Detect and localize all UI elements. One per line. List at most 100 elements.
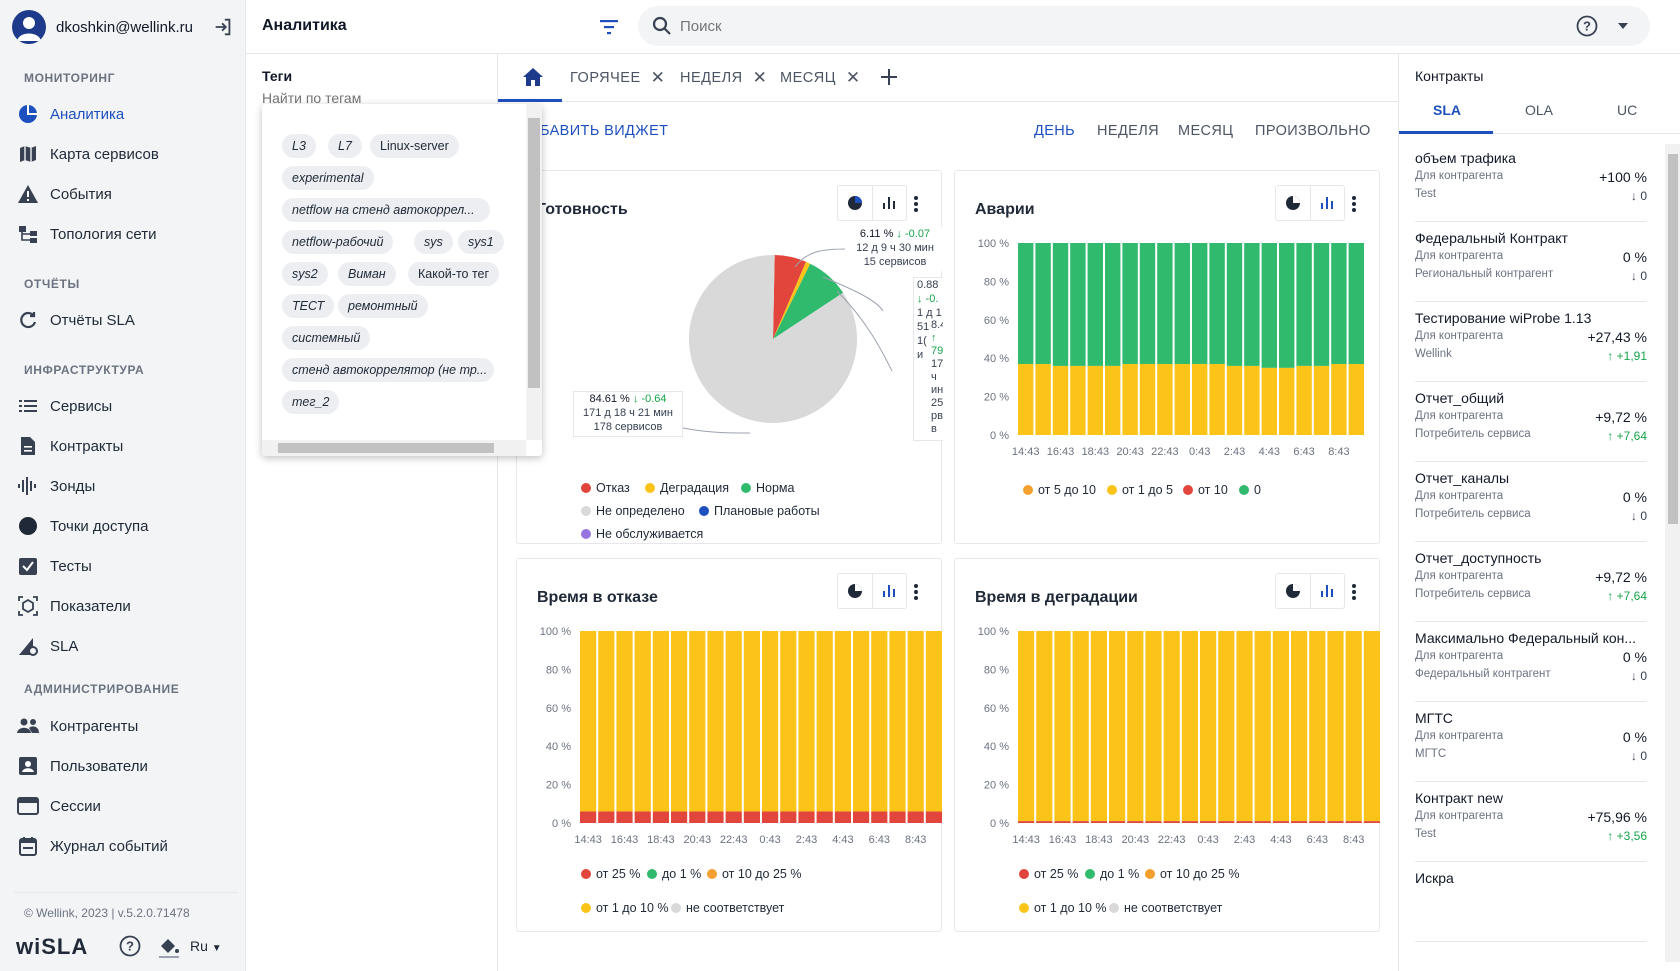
bar-segment[interactable] xyxy=(1127,631,1144,822)
tag-chip[interactable]: L3 xyxy=(282,134,316,158)
legend-item[interactable]: Деградация xyxy=(645,481,729,495)
bar-segment[interactable] xyxy=(1331,363,1347,435)
bar-segment[interactable] xyxy=(780,631,797,812)
bar-segment[interactable] xyxy=(798,811,815,823)
legend-item[interactable]: 0 xyxy=(1239,483,1261,497)
tag-chip[interactable]: ТЕСТ xyxy=(282,294,335,318)
sidebar-item-service-map[interactable]: Карта сервисов xyxy=(16,140,236,168)
period-month-button[interactable]: МЕСЯЦ xyxy=(1178,123,1234,139)
legend-item[interactable]: от 5 до 10 xyxy=(1023,483,1096,497)
bar-segment[interactable] xyxy=(1157,243,1173,364)
bar-segment[interactable] xyxy=(1145,821,1162,823)
bar-segment[interactable] xyxy=(1309,821,1326,823)
tab-sla[interactable]: SLA xyxy=(1433,102,1461,118)
tag-chip[interactable]: netflow-рабочий xyxy=(282,230,394,254)
bar-segment[interactable] xyxy=(1291,821,1308,823)
contract-row[interactable]: Отчет_каналы Для контрагента Потребитель с… xyxy=(1415,464,1647,542)
bar-segment[interactable] xyxy=(1174,243,1190,364)
contract-row[interactable]: МГТС Для контрагента МГТС 0 % ↓ 0 xyxy=(1415,704,1647,782)
scrollbar-thumb[interactable] xyxy=(278,443,494,453)
sidebar-item-metrics[interactable]: Показатели xyxy=(16,592,236,620)
search-input[interactable] xyxy=(680,14,1500,38)
period-week-button[interactable]: НЕДЕЛЯ xyxy=(1097,123,1160,139)
bar-segment[interactable] xyxy=(889,811,906,823)
contract-row[interactable]: Отчет_общий Для контрагента Потребитель се… xyxy=(1415,384,1647,462)
bar-segment[interactable] xyxy=(707,631,724,812)
logout-icon[interactable] xyxy=(212,16,234,38)
sidebar-item-events[interactable]: События xyxy=(16,180,236,208)
tag-chip[interactable]: тег_2 xyxy=(282,390,340,414)
bar-segment[interactable] xyxy=(853,811,870,823)
home-icon[interactable] xyxy=(522,66,544,88)
legend-item[interactable]: от 10 до 25 % xyxy=(1145,867,1239,881)
bar-segment[interactable] xyxy=(1018,821,1035,823)
legend-item[interactable]: Плановые работы xyxy=(699,504,820,518)
legend-item[interactable]: от 1 до 10 % xyxy=(1019,901,1107,915)
filter-icon[interactable] xyxy=(598,17,620,37)
bar-segment[interactable] xyxy=(816,631,833,812)
bar-segment[interactable] xyxy=(725,811,742,823)
bar-segment[interactable] xyxy=(780,811,797,823)
bar-segment[interactable] xyxy=(580,811,597,823)
bar-segment[interactable] xyxy=(1261,243,1277,368)
add-tab-icon[interactable] xyxy=(879,67,899,87)
bar-segment[interactable] xyxy=(871,811,888,823)
bar-chart-icon[interactable] xyxy=(873,186,907,220)
bar-segment[interactable] xyxy=(1127,821,1144,823)
bar-segment[interactable] xyxy=(1054,631,1071,822)
close-icon[interactable]: ✕ xyxy=(650,68,666,87)
tab-uc[interactable]: UC xyxy=(1617,102,1638,118)
pie-chart-icon[interactable] xyxy=(838,574,873,608)
bar-segment[interactable] xyxy=(834,811,851,823)
sidebar-item-access-points[interactable]: Точки доступа xyxy=(16,512,236,540)
bar-segment[interactable] xyxy=(1209,363,1225,435)
bar-segment[interactable] xyxy=(1309,631,1326,822)
bar-segment[interactable] xyxy=(1105,243,1121,366)
bar-segment[interactable] xyxy=(1070,243,1086,366)
vertical-scrollbar[interactable] xyxy=(526,104,542,440)
bar-segment[interactable] xyxy=(1218,821,1235,823)
contract-row[interactable]: Искра xyxy=(1415,864,1647,942)
period-day-button[interactable]: ДЕНЬ xyxy=(1034,123,1076,139)
bar-segment[interactable] xyxy=(1363,631,1380,822)
bar-segment[interactable] xyxy=(1018,363,1034,435)
bar-segment[interactable] xyxy=(762,811,779,823)
bar-segment[interactable] xyxy=(1218,631,1235,822)
more-vert-icon[interactable] xyxy=(913,195,919,213)
bar-segment[interactable] xyxy=(1109,821,1126,823)
tab-ola[interactable]: OLA xyxy=(1525,102,1554,118)
tab-week[interactable]: НЕДЕЛЯ ✕ xyxy=(680,68,767,88)
legend-item[interactable]: Отказ xyxy=(581,481,630,495)
bar-segment[interactable] xyxy=(925,631,942,812)
bar-segment[interactable] xyxy=(1254,631,1271,822)
contract-row[interactable]: Отчет_доступность Для контрагента Потребит… xyxy=(1415,544,1647,622)
help-icon[interactable]: ? xyxy=(119,935,141,957)
bar-segment[interactable] xyxy=(743,811,760,823)
bar-segment[interactable] xyxy=(689,811,706,823)
bar-segment[interactable] xyxy=(1296,243,1312,366)
contract-row[interactable]: Максимально Федеральный кон... Для контра… xyxy=(1415,624,1647,702)
bar-chart-icon[interactable] xyxy=(1311,574,1345,608)
bar-segment[interactable] xyxy=(1313,365,1330,435)
bar-segment[interactable] xyxy=(907,631,924,812)
bar-segment[interactable] xyxy=(1145,631,1162,822)
bar-segment[interactable] xyxy=(1122,363,1138,435)
bar-segment[interactable] xyxy=(1072,821,1089,823)
contract-row[interactable]: Тестирование wiProbe 1.13 Для контрагента… xyxy=(1415,304,1647,382)
pie-chart-icon[interactable] xyxy=(1276,186,1311,220)
legend-item[interactable]: до 1 % xyxy=(1085,867,1139,881)
bar-segment[interactable] xyxy=(816,811,833,823)
contract-row[interactable]: объем трафика Для контрагента Test +100 % ↓ … xyxy=(1415,144,1647,222)
bar-segment[interactable] xyxy=(1036,631,1053,822)
bar-segment[interactable] xyxy=(725,631,742,812)
bar-segment[interactable] xyxy=(1090,631,1107,822)
sidebar-item-sla[interactable]: SLA xyxy=(16,632,236,660)
more-vert-icon[interactable] xyxy=(1351,583,1357,601)
bar-segment[interactable] xyxy=(671,811,688,823)
tag-chip[interactable]: experimental xyxy=(282,166,374,190)
bar-segment[interactable] xyxy=(598,631,615,812)
bar-segment[interactable] xyxy=(1200,821,1217,823)
bar-segment[interactable] xyxy=(1181,821,1198,823)
bar-segment[interactable] xyxy=(1345,821,1362,823)
bar-segment[interactable] xyxy=(1122,243,1138,364)
